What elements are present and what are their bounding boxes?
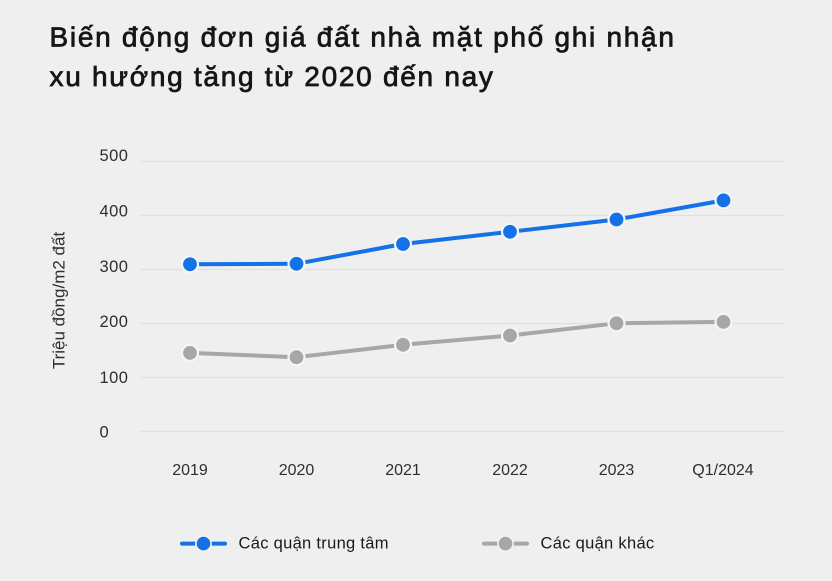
svg-text:2020: 2020 xyxy=(279,462,315,479)
svg-text:2021: 2021 xyxy=(385,462,421,479)
svg-text:500: 500 xyxy=(100,147,129,165)
svg-text:xu hướng tăng từ 2020 đến nay: xu hướng tăng từ 2020 đến nay xyxy=(50,61,495,92)
svg-text:Triệu đồng/m2 đất: Triệu đồng/m2 đất xyxy=(50,232,69,370)
svg-text:2019: 2019 xyxy=(172,462,208,479)
svg-text:Các quận trung tâm: Các quận trung tâm xyxy=(239,535,389,553)
svg-text:Các quận khác: Các quận khác xyxy=(541,535,655,553)
svg-text:0: 0 xyxy=(100,423,110,441)
svg-text:Biến động đơn giá đất nhà mặt: Biến động đơn giá đất nhà mặt phố ghi nh… xyxy=(50,21,676,52)
svg-text:200: 200 xyxy=(100,313,129,331)
svg-text:2023: 2023 xyxy=(599,462,635,479)
svg-text:400: 400 xyxy=(100,202,129,220)
svg-text:2022: 2022 xyxy=(492,462,528,479)
svg-text:Q1/2024: Q1/2024 xyxy=(692,462,753,479)
svg-text:100: 100 xyxy=(100,369,129,387)
svg-text:300: 300 xyxy=(100,258,129,276)
